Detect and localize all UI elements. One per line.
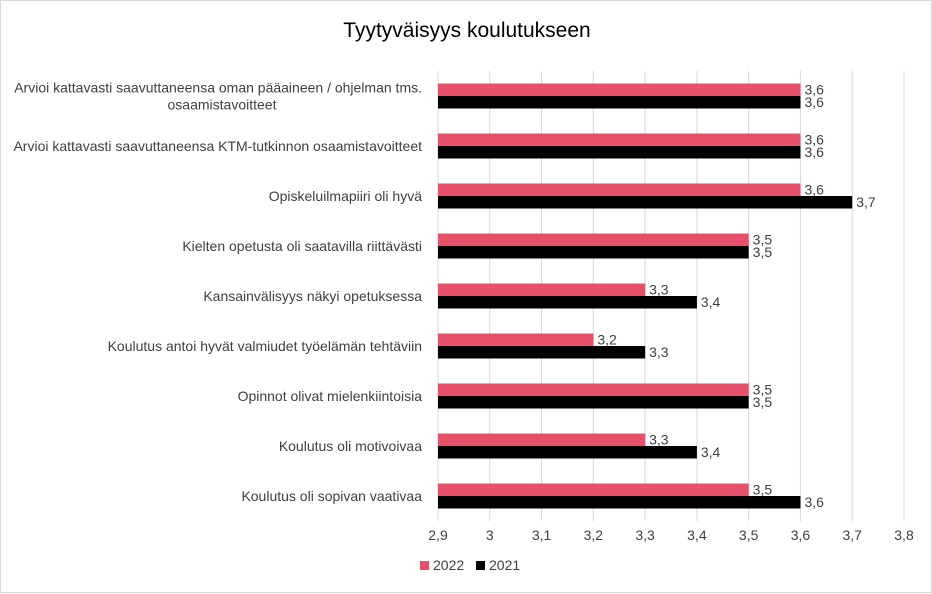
chart-title: Tyytyväisyys koulutukseen <box>343 19 590 42</box>
data-label-2021: 3,7 <box>856 194 876 210</box>
x-tick-label: 3,2 <box>584 527 604 543</box>
bar-2021 <box>438 246 749 259</box>
bar-2021 <box>438 346 646 359</box>
bar-2022 <box>438 233 749 246</box>
category-label: Koulutus antoi hyvät valmiudet työelämän… <box>108 338 422 354</box>
x-axis-tick-labels: 2,9 3 3,1 3,2 3,3 3,4 3,5 3,6 3,7 3,8 <box>428 527 914 543</box>
legend-swatch-2022 <box>420 561 429 570</box>
bar-2021 <box>438 396 749 409</box>
data-label-2022: 3,2 <box>597 332 617 348</box>
bar-2021 <box>438 496 801 509</box>
x-tick-label: 3,7 <box>842 527 862 543</box>
data-label-2021: 3,3 <box>649 344 669 360</box>
category-label-line: Kansainvälisyys näkyi opetuksessa <box>203 288 422 304</box>
legend-swatch-2021 <box>476 561 485 570</box>
category-label-line: Arvioi kattavasti saavuttaneensa oman pä… <box>14 80 422 96</box>
data-label-2022: 3,5 <box>753 232 773 248</box>
data-label-2021: 3,4 <box>701 444 721 460</box>
bar-2022 <box>438 283 646 296</box>
category-label-line: osaamistavoitteet <box>168 97 277 113</box>
data-label-2022: 3,6 <box>804 82 824 98</box>
category-label-line: Koulutus oli sopivan vaativaa <box>241 488 422 504</box>
category-label-line: Koulutus oli motivoivaa <box>279 438 422 454</box>
bar-2021 <box>438 96 801 109</box>
legend: 2022 2021 <box>420 557 520 573</box>
bar-2021 <box>438 296 697 309</box>
bar-2022 <box>438 183 801 196</box>
category-label-line: Opinnot olivat mielenkiintoisia <box>238 388 423 404</box>
x-tick-label: 3,3 <box>635 527 655 543</box>
bar-2022 <box>438 483 749 496</box>
data-label-2021: 3,5 <box>753 394 773 410</box>
data-label-2021: 3,5 <box>753 244 773 260</box>
x-tick-label: 3,8 <box>894 527 914 543</box>
category-label-line: Opiskeluilmapiiri oli hyvä <box>269 188 422 204</box>
data-label-2022: 3,6 <box>804 132 824 148</box>
x-tick-label: 3,1 <box>532 527 552 543</box>
bar-2022 <box>438 433 646 446</box>
category-label-line: Arvioi kattavasti saavuttaneensa KTM-tut… <box>13 138 422 154</box>
bar-2021 <box>438 196 853 209</box>
x-tick-label: 3 <box>486 527 494 543</box>
data-label-2022: 3,3 <box>649 432 669 448</box>
bar-2021 <box>438 146 801 159</box>
category-label: Arvioi kattavasti saavuttaneensa oman pä… <box>14 80 422 113</box>
category-label: Kansainvälisyys näkyi opetuksessa <box>203 288 422 304</box>
bar-2021 <box>438 446 697 459</box>
data-labels: 3,63,63,63,63,63,73,53,53,33,43,23,33,53… <box>597 82 876 511</box>
x-tick-label: 3,5 <box>739 527 759 543</box>
data-label-2022: 3,3 <box>649 282 669 298</box>
x-tick-label: 3,6 <box>791 527 811 543</box>
bar-2022 <box>438 333 594 346</box>
category-label-line: Koulutus antoi hyvät valmiudet työelämän… <box>108 338 422 354</box>
category-label-line: Kielten opetusta oli saatavilla riittävä… <box>182 238 422 254</box>
data-label-2022: 3,5 <box>753 382 773 398</box>
data-label-2021: 3,6 <box>804 494 824 510</box>
data-label-2022: 3,6 <box>804 182 824 198</box>
bar-2022 <box>438 83 801 96</box>
data-label-2022: 3,5 <box>753 482 773 498</box>
x-tick-label: 3,4 <box>687 527 707 543</box>
category-label: Koulutus oli sopivan vaativaa <box>241 488 422 504</box>
bars <box>438 83 853 509</box>
category-label: Opinnot olivat mielenkiintoisia <box>238 388 423 404</box>
bar-2022 <box>438 133 801 146</box>
category-labels: Arvioi kattavasti saavuttaneensa oman pä… <box>13 80 422 505</box>
bar-2022 <box>438 383 749 396</box>
x-tick-label: 2,9 <box>428 527 448 543</box>
data-label-2021: 3,6 <box>804 144 824 160</box>
legend-label-2021: 2021 <box>489 557 520 573</box>
data-label-2021: 3,6 <box>804 94 824 110</box>
category-label: Koulutus oli motivoivaa <box>279 438 422 454</box>
category-label: Opiskeluilmapiiri oli hyvä <box>269 188 422 204</box>
category-label: Kielten opetusta oli saatavilla riittävä… <box>182 238 422 254</box>
category-label: Arvioi kattavasti saavuttaneensa KTM-tut… <box>13 138 422 154</box>
data-label-2021: 3,4 <box>701 294 721 310</box>
legend-label-2022: 2022 <box>433 557 464 573</box>
